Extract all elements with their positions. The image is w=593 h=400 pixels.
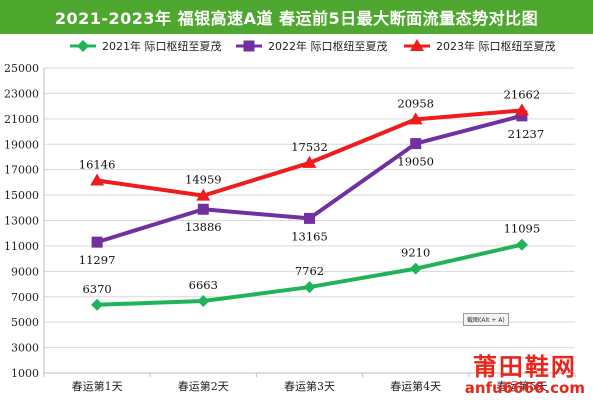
data-label: 9210 [401, 246, 430, 260]
y-tick-label: 13000 [4, 215, 39, 228]
data-label: 13886 [185, 220, 222, 234]
y-tick-label: 11000 [4, 240, 39, 253]
data-label: 17532 [291, 140, 328, 154]
data-point [302, 155, 317, 168]
watermark: 莆田鞋网 anfu6666.com [465, 354, 585, 396]
data-point [303, 281, 316, 294]
data-label: 14959 [185, 173, 222, 187]
data-label: 11297 [79, 253, 116, 267]
watermark-brand: 莆田鞋网 [472, 353, 577, 381]
chart-title: 2021-2023年 福银高速A道 春运前5日最大断面流量态势对比图 [0, 0, 593, 34]
data-label: 6663 [189, 278, 218, 292]
data-point [515, 238, 528, 251]
data-label: 21237 [508, 127, 545, 141]
y-tick-label: 3000 [11, 342, 39, 355]
data-label: 6370 [82, 282, 111, 296]
y-tick-label: 7000 [11, 291, 39, 304]
data-label: 20958 [397, 96, 434, 110]
data-label: 21662 [504, 87, 541, 101]
y-tick-label: 21000 [4, 113, 39, 126]
y-tick-label: 5000 [11, 316, 39, 329]
data-point [516, 110, 528, 122]
x-tick-label: 春运第4天 [390, 379, 441, 393]
legend-marker [77, 40, 89, 52]
data-point [408, 112, 423, 125]
y-tick-label: 1000 [11, 367, 39, 380]
y-tick-label: 9000 [11, 265, 39, 278]
y-tick-label: 25000 [4, 62, 39, 75]
y-tick-label: 17000 [4, 164, 39, 177]
x-tick-label: 春运第1天 [72, 379, 123, 393]
y-tick-label: 23000 [4, 87, 39, 100]
screenshot-tooltip: 截图(Alt + A) [463, 313, 509, 326]
legend-label: 2022年 际口枢纽至夏茂 [268, 39, 388, 53]
data-point [304, 212, 315, 224]
data-label: 19050 [397, 155, 434, 169]
y-tick-label: 15000 [4, 189, 39, 202]
x-tick-label: 春运第2天 [178, 379, 229, 393]
x-tick-label: 春运第5天 [496, 379, 547, 393]
data-point [514, 103, 529, 116]
legend-label: 2021年 际口枢纽至夏茂 [102, 39, 222, 53]
data-label: 13165 [291, 229, 328, 243]
legend-marker [243, 40, 255, 52]
legend-marker [410, 39, 424, 51]
data-point [409, 262, 422, 275]
data-label: 11095 [504, 222, 541, 236]
data-point [91, 298, 104, 311]
watermark-url: anfu6666.com [464, 379, 585, 397]
data-label: 16146 [79, 158, 116, 172]
legend-label: 2023年 际口枢纽至夏茂 [436, 39, 556, 53]
data-point [410, 138, 422, 150]
data-label: 7762 [295, 264, 324, 278]
data-point [91, 236, 103, 248]
y-tick-label: 19000 [4, 138, 39, 151]
data-point [197, 203, 209, 215]
data-point [196, 188, 211, 201]
x-tick-label: 春运第3天 [284, 379, 335, 393]
data-point [197, 295, 210, 308]
data-point [90, 173, 105, 186]
line-chart: 1000 3000 5000 7000 9000 11000 13000 15000 17000… [4, 39, 576, 393]
